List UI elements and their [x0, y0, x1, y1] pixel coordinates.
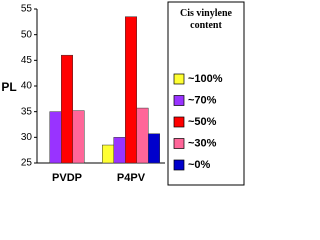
y-tick-label: 45: [21, 55, 33, 66]
bar: [102, 144, 114, 164]
legend-label: ~100%: [188, 73, 223, 85]
y-tick-label: 50: [21, 29, 33, 40]
bar: [113, 137, 126, 164]
bar: [49, 111, 62, 164]
legend-swatch: [173, 159, 185, 171]
y-tick-label: 35: [21, 106, 33, 117]
legend-swatch: [173, 95, 185, 106]
y-tick-label: 30: [21, 132, 33, 143]
bar: [72, 110, 85, 164]
legend-title-box: Cis vinylene content: [180, 8, 232, 31]
legend-swatch: [173, 116, 185, 128]
y-axis-label: PL: [1, 80, 16, 94]
bar: [136, 107, 149, 164]
y-tick-label: 55: [21, 4, 33, 15]
legend-box: [167, 1, 245, 186]
legend-label: ~0%: [188, 159, 211, 171]
legend-swatch: [173, 73, 185, 85]
legend-label: ~30%: [188, 137, 217, 149]
bar: [125, 16, 137, 164]
y-tick-label: 25: [21, 158, 33, 169]
x-tick-label: PVDP: [52, 172, 82, 184]
legend-label: ~50%: [188, 116, 217, 128]
x-tick-label: P4PV: [117, 172, 146, 184]
legend-swatch: [173, 138, 185, 149]
chart: PL Cis vinylene content 25 30 35 40 45 50 55 PV…: [1, 1, 245, 186]
bar: [61, 54, 73, 164]
legend-label: ~70%: [188, 94, 217, 106]
legend-title: Cis vinylene content: [180, 8, 232, 31]
bar: [148, 133, 160, 164]
y-tick-label: 40: [21, 81, 33, 92]
